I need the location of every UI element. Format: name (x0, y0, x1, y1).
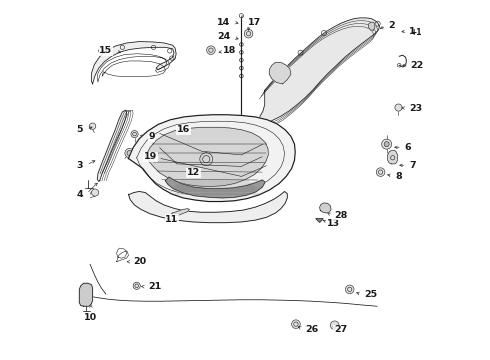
Polygon shape (319, 203, 331, 213)
Circle shape (382, 139, 392, 149)
Text: 21: 21 (148, 282, 161, 291)
Text: 2: 2 (389, 21, 395, 30)
Text: 19: 19 (144, 152, 157, 161)
Circle shape (292, 320, 300, 328)
Text: 4: 4 (76, 190, 83, 199)
Text: 14: 14 (218, 18, 231, 27)
Polygon shape (270, 62, 291, 84)
Circle shape (395, 104, 402, 111)
Polygon shape (79, 283, 93, 306)
Text: 3: 3 (76, 161, 83, 170)
Text: 27: 27 (334, 325, 347, 334)
Circle shape (376, 168, 385, 176)
Text: 17: 17 (248, 18, 261, 27)
Text: 6: 6 (405, 143, 411, 152)
Text: 5: 5 (76, 125, 83, 134)
Polygon shape (172, 209, 190, 216)
Polygon shape (388, 150, 397, 164)
Circle shape (133, 282, 140, 289)
Polygon shape (259, 18, 379, 123)
Text: 20: 20 (133, 257, 146, 266)
Circle shape (384, 141, 389, 147)
Circle shape (125, 148, 134, 158)
Text: 24: 24 (218, 32, 231, 41)
Polygon shape (166, 177, 265, 198)
Circle shape (89, 123, 96, 130)
Circle shape (330, 321, 339, 329)
Text: 9: 9 (148, 132, 155, 141)
Text: 28: 28 (334, 211, 347, 220)
Text: 26: 26 (305, 325, 318, 334)
Polygon shape (97, 110, 126, 181)
Circle shape (131, 131, 138, 138)
Circle shape (245, 30, 253, 38)
Polygon shape (128, 115, 295, 202)
Circle shape (158, 124, 167, 132)
Polygon shape (128, 192, 287, 223)
Text: 25: 25 (364, 289, 377, 298)
Polygon shape (368, 22, 375, 30)
Text: 8: 8 (395, 172, 402, 181)
Text: 13: 13 (327, 219, 340, 228)
Text: 15: 15 (99, 46, 112, 55)
Text: 1: 1 (409, 27, 416, 36)
Polygon shape (92, 41, 176, 84)
Text: 18: 18 (223, 46, 236, 55)
Circle shape (345, 285, 354, 294)
Text: 16: 16 (177, 125, 190, 134)
Polygon shape (316, 219, 323, 222)
Circle shape (92, 189, 98, 196)
Text: +1: +1 (411, 28, 422, 37)
Circle shape (127, 150, 132, 156)
Text: 7: 7 (409, 161, 416, 170)
Circle shape (207, 46, 215, 54)
Text: 23: 23 (409, 104, 422, 113)
Text: 11: 11 (166, 215, 179, 224)
Text: 10: 10 (84, 313, 98, 322)
Text: 12: 12 (187, 168, 200, 177)
Polygon shape (146, 127, 269, 186)
Text: 22: 22 (410, 61, 423, 70)
